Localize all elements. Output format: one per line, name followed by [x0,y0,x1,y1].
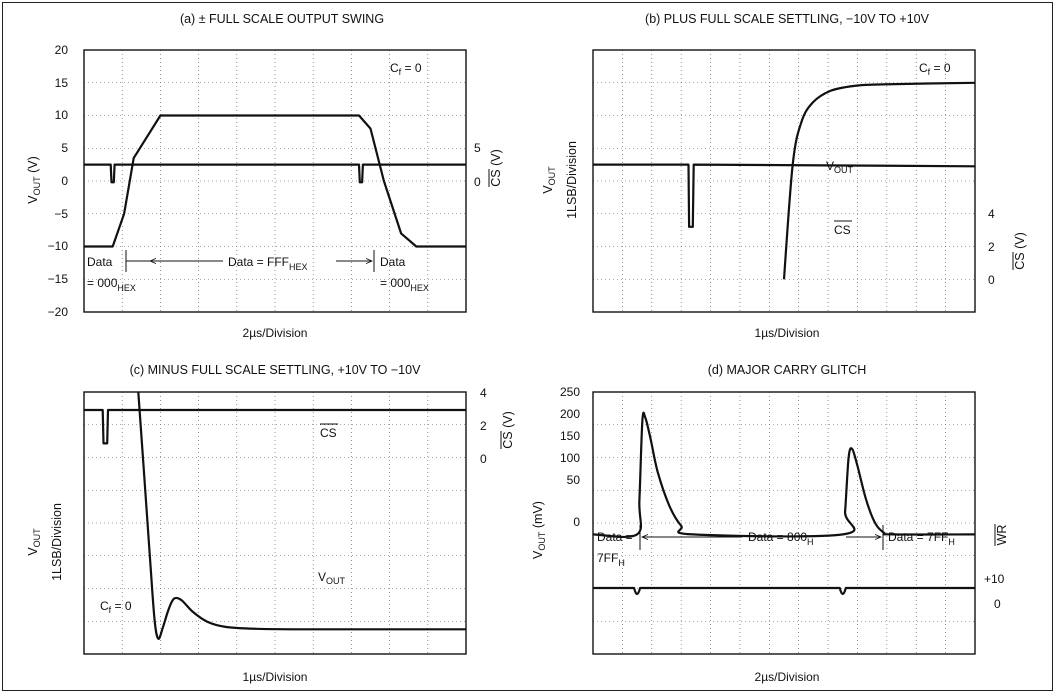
b-ytick-right-2: 2 [988,240,995,254]
panel-c: (c) MINUS FULL SCALE SETTLING, +10V TO −… [26,363,515,684]
panel-d-ylabel-right: WR [994,524,1009,546]
d-data-left-2: 7FFH [597,551,625,568]
a-ytick-10: 10 [55,108,69,122]
d-ytick-200: 200 [560,407,580,421]
b-cs-trace [593,163,975,228]
d-ytick-250: 250 [560,385,580,399]
a-data-right-1: Data [380,255,406,269]
svg-text:CS (V): CS (V) [1013,232,1027,270]
panel-a-cf-note: Cf = 0 [390,61,422,77]
a-ytick-m15: −15 [48,272,69,286]
panel-c-title: (c) MINUS FULL SCALE SETTLING, +10V TO −… [130,363,422,377]
panel-c-traces [84,392,466,640]
c-ytick-right-2: 2 [480,419,487,433]
panel-b-cf-note: Cf = 0 [919,61,951,77]
panel-d-yticks-left: 250 200 150 100 50 0 [560,385,580,529]
panel-d-ylabel: VOUT (mV) [531,501,547,559]
panel-d-traces [593,411,975,596]
a-ytick-m20: −20 [48,305,69,319]
panel-b-ylabel-scale: 1LSB/Division [565,141,579,219]
panel-c-cf-note: Cf = 0 [100,599,132,615]
svg-text:CS (V): CS (V) [501,411,515,449]
a-data-left-2: = 000HEX [87,276,136,293]
d-ytick-50: 50 [567,473,581,487]
panel-a-grid [84,50,466,312]
panel-d-yticks-right: +10 0 [984,572,1005,611]
panel-c-label-vout: VOUT [318,570,346,586]
d-ytick-100: 100 [560,451,580,465]
b-ytick-right-4: 4 [988,207,995,221]
a-ytick-20: 20 [55,43,69,57]
panel-b-yticks-right: 4 2 0 [988,207,995,287]
panel-b-ylabel-vout: VOUT [541,166,557,194]
panel-b-ylabel-right: CS (V) [1012,232,1027,270]
d-data-left-1: Data = [597,530,633,544]
a-ytick-right-5: 5 [474,141,481,155]
d-ytick-150: 150 [560,429,580,443]
d-ytick-right-0: 0 [994,597,1001,611]
panel-c-xlabel: 1µs/Division [243,670,308,684]
a-ytick-5: 5 [61,141,68,155]
b-ytick-right-0: 0 [988,273,995,287]
d-ytick-0: 0 [573,515,580,529]
a-ytick-m10: −10 [48,239,69,253]
d-data-right: Data = 7FFH [888,530,955,547]
panel-b-traces [593,81,975,280]
panel-a-data-annotations: Data = 000HEX Data = FFFHEX Data = 000HE… [87,250,429,293]
c-ytick-right-0: 0 [480,452,487,466]
panel-b-label-vout: VOUT [826,159,854,175]
b-vout-trace [782,81,975,280]
panel-a-ylabel-right: CS (V) [488,149,503,187]
panel-c-frame [83,391,467,655]
a-ytick-m5: −5 [54,207,68,221]
panel-d-xlabel: 2µs/Division [755,670,820,684]
a-data-right-2: = 000HEX [380,276,429,293]
d-wr-trace [593,586,975,596]
panel-c-yticks-right: 4 2 0 [480,386,487,466]
panel-b-label-cs: CS [834,220,852,237]
a-cs-trace [84,163,466,184]
d-vout-trace [593,411,975,539]
panel-d-frame [592,391,976,655]
panel-c-label-cs: CS [320,423,338,440]
panel-a-traces [84,114,466,248]
svg-text:WR: WR [995,525,1009,546]
panel-c-ylabel-vout: VOUT [26,528,42,556]
panel-b-frame [592,49,976,313]
panel-b-xlabel: 1µs/Division [755,326,820,340]
c-cs-trace [84,408,466,445]
panel-a-xlabel: 2µs/Division [243,326,308,340]
panel-d-grid [593,392,975,654]
panel-a: (a) ± FULL SCALE OUTPUT SWING 20 15 10 5… [26,12,503,340]
a-data-left-1: Data [87,255,113,269]
panel-a-yticks-left: 20 15 10 5 0 −5 −10 −15 −20 [48,43,69,319]
a-vout-trace [84,114,466,248]
panel-c-ylabel-scale: 1LSB/Division [50,503,64,581]
svg-text:CS (V): CS (V) [489,149,503,187]
d-data-mid: Data = 800H [748,530,814,547]
panel-a-yticks-right: 5 0 [474,141,481,189]
panel-c-ylabel-right: CS (V) [500,411,515,449]
panel-a-ylabel: VOUT (V) [26,156,42,203]
panel-a-title: (a) ± FULL SCALE OUTPUT SWING [180,12,384,26]
d-ytick-right-10: +10 [984,572,1005,586]
a-data-mid: Data = FFFHEX [228,255,308,272]
c-vout-trace [137,392,466,640]
svg-text:CS: CS [834,223,851,237]
panel-a-frame [83,49,467,313]
a-ytick-15: 15 [55,76,69,90]
panel-d: (d) MAJOR CARRY GLITCH 250 200 150 100 5… [531,363,1009,684]
a-ytick-0: 0 [61,174,68,188]
panel-b-title: (b) PLUS FULL SCALE SETTLING, −10V TO +1… [645,12,930,26]
svg-text:CS: CS [320,426,337,440]
c-ytick-right-4: 4 [480,386,487,400]
a-ytick-right-0: 0 [474,175,481,189]
panel-d-title: (d) MAJOR CARRY GLITCH [708,363,867,377]
panel-b: (b) PLUS FULL SCALE SETTLING, −10V TO +1… [541,12,1027,340]
panel-d-data-annotations: Data = 7FFH Data = 800H Data = 7FFH [597,525,955,568]
